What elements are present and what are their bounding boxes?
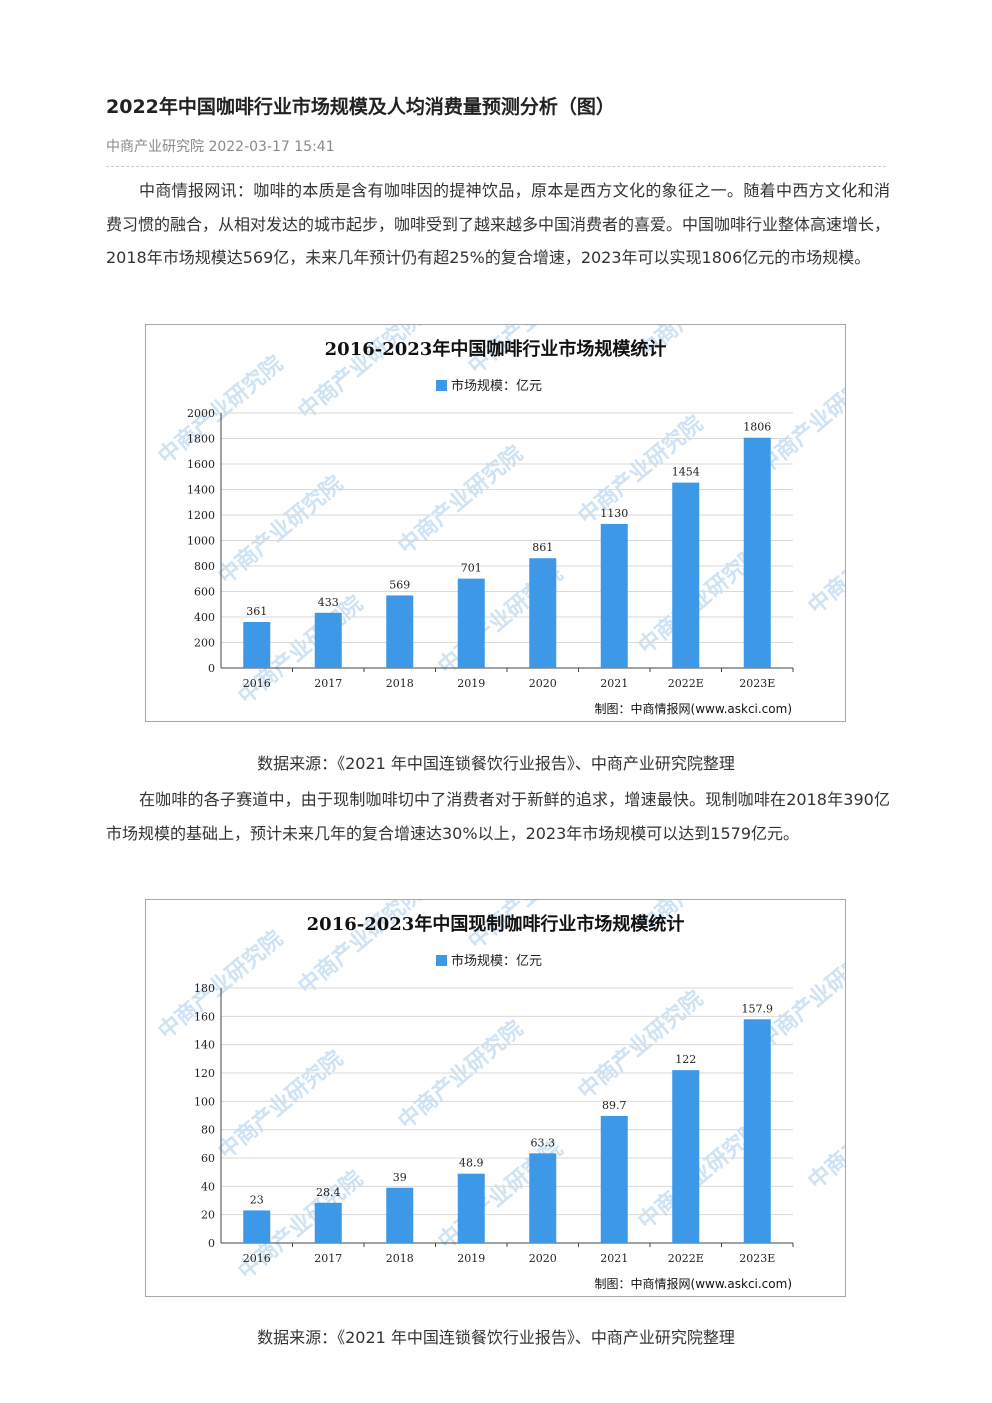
chart-credit: 制图：中商情报网(www.askci.com): [595, 1276, 792, 1291]
watermark-text: 中商产业研究院: [213, 471, 348, 590]
bar: [457, 578, 485, 668]
watermark-text: 中商产业研究院: [153, 926, 288, 1045]
x-tick-label: 2022E: [668, 1252, 704, 1265]
bar-value-label: 861: [532, 541, 553, 554]
chart-title: 2016-2023年中国咖啡行业市场规模统计: [325, 338, 667, 360]
y-tick-label: 0: [208, 662, 215, 675]
article-source: 中商产业研究院: [106, 139, 204, 155]
bar-value-label: 122: [675, 1053, 696, 1066]
bar: [243, 1210, 271, 1243]
bar: [600, 523, 628, 668]
y-tick-label: 60: [201, 1152, 215, 1165]
x-tick-label: 2016: [243, 677, 271, 690]
watermark-text: 中商产业研究院: [803, 1076, 845, 1195]
article-meta: 中商产业研究院 2022-03-17 15:41: [106, 136, 335, 156]
bar-value-label: 28.4: [316, 1186, 341, 1199]
y-tick-label: 1000: [187, 535, 215, 548]
chart-fresh-coffee-market: 中商产业研究院 中商产业研究院 中商产业研究院 中商产业研究院 中商产业研究院 中商产业研…: [145, 899, 846, 1297]
bar-value-label: 1454: [672, 466, 700, 479]
bar-value-label: 361: [246, 605, 267, 618]
legend-label: 市场规模：亿元: [451, 953, 542, 969]
watermark-text: 中商产业研究院: [393, 441, 528, 560]
watermark-text: 中商产业研究院: [803, 501, 845, 620]
chart-coffee-market: 中商产业研究院 中商产业研究院 中商产业研究院 中商产业研究院 中商产业研究院 中商产业研…: [145, 324, 846, 722]
legend-swatch: [436, 955, 447, 966]
bar: [243, 621, 271, 668]
y-tick-label: 400: [194, 611, 215, 624]
article-datetime: 2022-03-17 15:41: [208, 139, 335, 155]
y-tick-label: 1600: [187, 458, 215, 471]
bar: [529, 558, 557, 668]
x-tick-label: 2018: [386, 1252, 414, 1265]
watermark-text: 中商产业研究院: [153, 351, 288, 470]
caption-1: 数据来源：《2021 年中国连锁餐饮行业报告》、中商产业研究院整理: [257, 754, 735, 773]
y-tick-label: 0: [208, 1237, 215, 1250]
y-tick-label: 2000: [187, 407, 215, 420]
y-tick-label: 1400: [187, 484, 215, 497]
x-tick-label: 2020: [529, 677, 557, 690]
bar: [743, 437, 771, 668]
bar: [672, 482, 700, 668]
x-tick-label: 2016: [243, 1252, 271, 1265]
title-divider: [106, 166, 886, 167]
y-tick-label: 100: [194, 1095, 215, 1108]
bar-value-label: 433: [318, 596, 339, 609]
bar: [672, 1070, 700, 1243]
bar-value-label: 157.9: [742, 1002, 774, 1015]
y-tick-label: 120: [194, 1067, 215, 1080]
x-tick-label: 2018: [386, 677, 414, 690]
bar-value-label: 1806: [743, 421, 771, 434]
chart-credit: 制图：中商情报网(www.askci.com): [595, 701, 792, 716]
watermark-text: 中商产业研究院: [393, 1016, 528, 1135]
bar: [314, 1202, 342, 1243]
bar-value-label: 569: [389, 578, 410, 591]
legend-swatch: [436, 380, 447, 391]
y-tick-label: 1800: [187, 433, 215, 446]
bar-value-label: 39: [393, 1171, 407, 1184]
y-tick-label: 1200: [187, 509, 215, 522]
x-tick-label: 2021: [600, 677, 628, 690]
bar: [600, 1115, 628, 1243]
y-tick-label: 20: [201, 1209, 215, 1222]
bar: [457, 1173, 485, 1243]
bar-value-label: 701: [461, 562, 482, 575]
x-tick-label: 2022E: [668, 677, 704, 690]
x-tick-label: 2021: [600, 1252, 628, 1265]
article-title: 2022年中国咖啡行业市场规模及人均消费量预测分析（图）: [106, 96, 615, 118]
y-tick-label: 180: [194, 982, 215, 995]
paragraph-1: 中商情报网讯：咖啡的本质是含有咖啡因的提神饮品，原本是西方文化的象征之一。随着中…: [106, 181, 891, 267]
y-tick-label: 200: [194, 637, 215, 650]
bar-value-label: 23: [250, 1193, 264, 1206]
bar: [529, 1153, 557, 1243]
bar: [386, 595, 414, 668]
bar-value-label: 1130: [600, 507, 628, 520]
watermark-text: 中商产业研究院: [213, 1046, 348, 1165]
paragraph-2: 在咖啡的各子赛道中，由于现制咖啡切中了消费者对于新鲜的追求，增速最快。现制咖啡在…: [106, 790, 890, 843]
x-tick-label: 2020: [529, 1252, 557, 1265]
chart-title: 2016-2023年中国现制咖啡行业市场规模统计: [307, 913, 685, 935]
x-tick-label: 2017: [314, 677, 342, 690]
x-tick-label: 2023E: [739, 1252, 775, 1265]
y-tick-label: 40: [201, 1180, 215, 1193]
legend-label: 市场规模：亿元: [451, 378, 542, 394]
bar-value-label: 48.9: [459, 1157, 484, 1170]
x-tick-label: 2023E: [739, 677, 775, 690]
bar-value-label: 63.3: [531, 1136, 556, 1149]
y-tick-label: 140: [194, 1039, 215, 1052]
bar: [386, 1187, 414, 1243]
bar-value-label: 89.7: [602, 1099, 627, 1112]
caption-2: 数据来源：《2021 年中国连锁餐饮行业报告》、中商产业研究院整理: [257, 1328, 735, 1347]
x-tick-label: 2019: [457, 677, 485, 690]
y-tick-label: 800: [194, 560, 215, 573]
bar: [743, 1019, 771, 1243]
bar: [314, 612, 342, 668]
y-tick-label: 600: [194, 586, 215, 599]
x-tick-label: 2017: [314, 1252, 342, 1265]
y-tick-label: 80: [201, 1124, 215, 1137]
x-tick-label: 2019: [457, 1252, 485, 1265]
y-tick-label: 160: [194, 1010, 215, 1023]
